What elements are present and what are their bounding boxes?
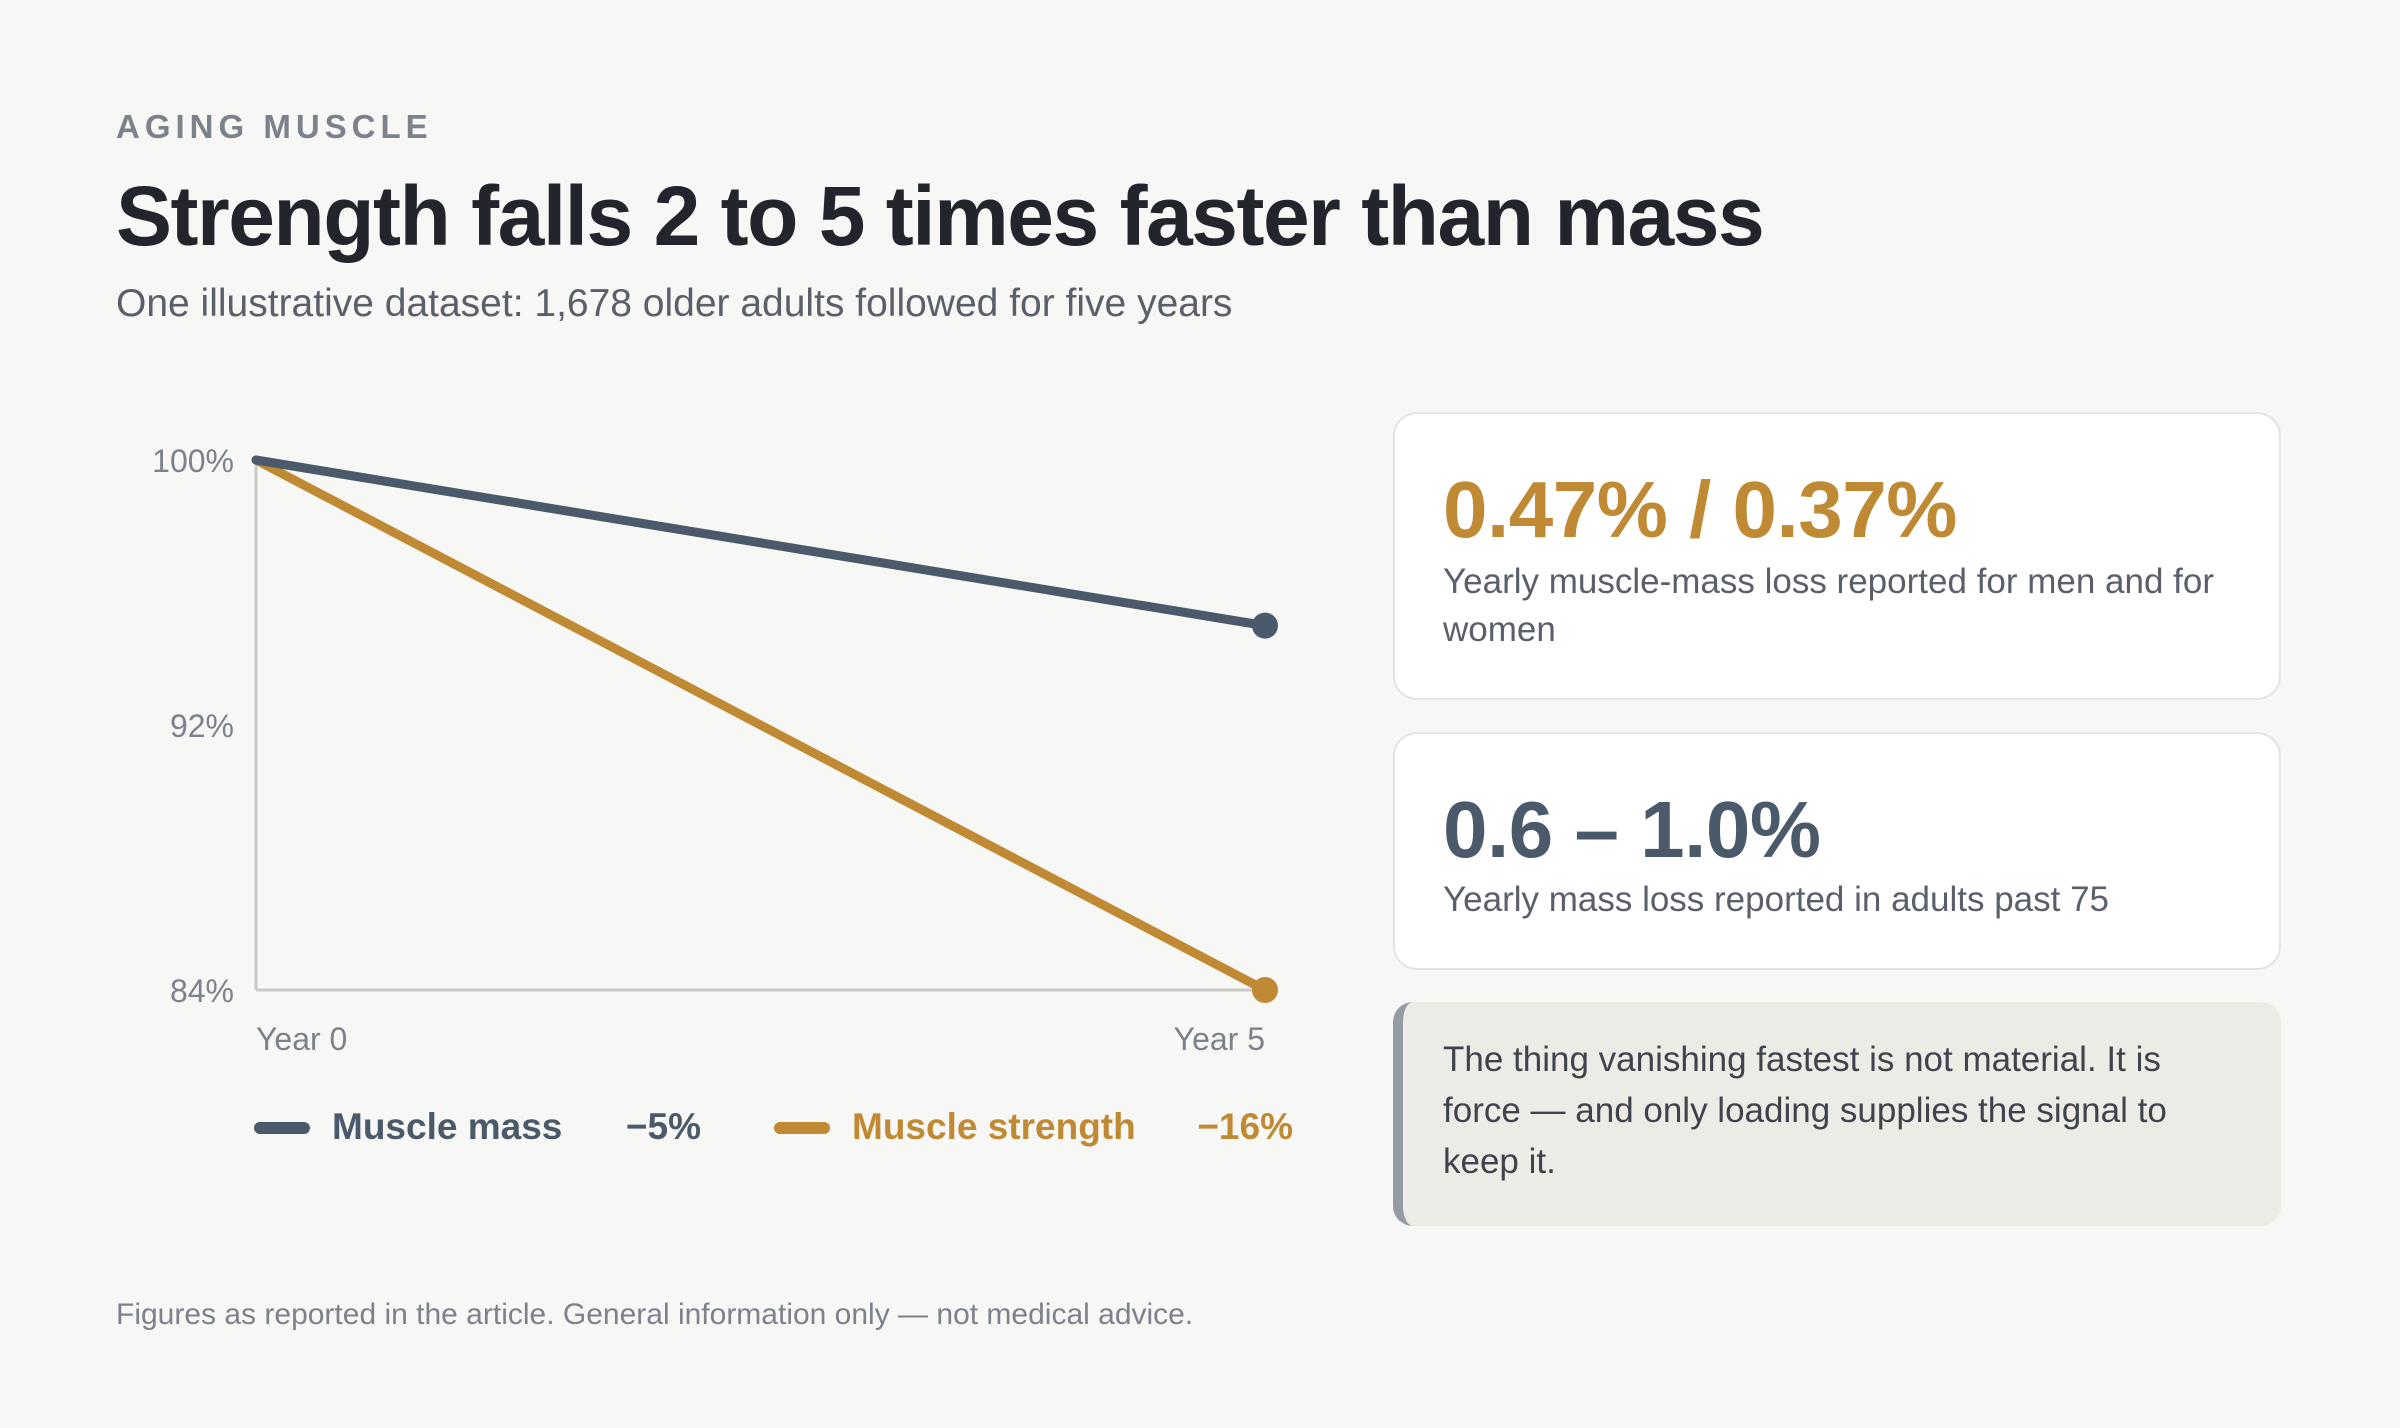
y-tick-label: 92% bbox=[170, 708, 234, 744]
callout-text: The thing vanishing fastest is not mater… bbox=[1443, 1040, 2167, 1181]
y-tick-labels: 100% 92% 84% bbox=[152, 443, 234, 1009]
page-subtitle: One illustrative dataset: 1,678 older ad… bbox=[116, 282, 1233, 325]
legend-label-muscle-strength: Muscle strength bbox=[852, 1106, 1136, 1147]
chart-legend: Muscle mass −5% Muscle strength −16% bbox=[254, 1106, 1293, 1147]
stat-description: Yearly muscle-mass loss reported for men… bbox=[1443, 562, 2214, 649]
eyebrow-label: AGING MUSCLE bbox=[116, 108, 433, 145]
line-chart: 100%92%84% Year 0 Year 5 Muscle mass −5% Mu… bbox=[152, 443, 1293, 1147]
x-tick-label: Year 0 bbox=[256, 1021, 347, 1057]
x-tick-labels: Year 0 Year 5 bbox=[256, 1021, 1265, 1057]
stat-card-mass-loss-over-75: 0.6 – 1.0% Yearly mass loss reported in … bbox=[1393, 732, 2281, 970]
series-endpoint-muscle-mass bbox=[1252, 612, 1278, 639]
legend-label-muscle-mass: Muscle mass bbox=[332, 1106, 562, 1147]
legend-change-muscle-mass: −5% bbox=[626, 1106, 701, 1147]
stat-description: Yearly mass loss reported in adults past… bbox=[1443, 880, 2110, 919]
stat-value: 0.6 – 1.0% bbox=[1443, 785, 1821, 874]
legend-change-muscle-strength: −16% bbox=[1197, 1106, 1293, 1147]
chart-axes bbox=[254, 460, 1265, 992]
stat-card-mass-loss-by-sex: 0.47% / 0.37% Yearly muscle-mass loss re… bbox=[1393, 412, 2281, 700]
x-tick-label: Year 5 bbox=[1174, 1021, 1265, 1057]
y-tick-label: 84% bbox=[170, 973, 234, 1009]
page-title: Strength falls 2 to 5 times faster than … bbox=[116, 169, 1765, 263]
y-tick-label: 100% bbox=[152, 443, 234, 479]
stat-value: 0.47% / 0.37% bbox=[1443, 465, 1957, 554]
series-line-muscle-strength bbox=[251, 455, 1270, 995]
series-lines bbox=[251, 455, 1278, 1003]
footnote: Figures as reported in the article. Gene… bbox=[116, 1298, 1194, 1331]
callout-quote: The thing vanishing fastest is not mater… bbox=[1393, 1002, 2281, 1226]
series-endpoint-muscle-strength bbox=[1252, 977, 1278, 1003]
series-line-muscle-mass bbox=[251, 455, 1270, 631]
